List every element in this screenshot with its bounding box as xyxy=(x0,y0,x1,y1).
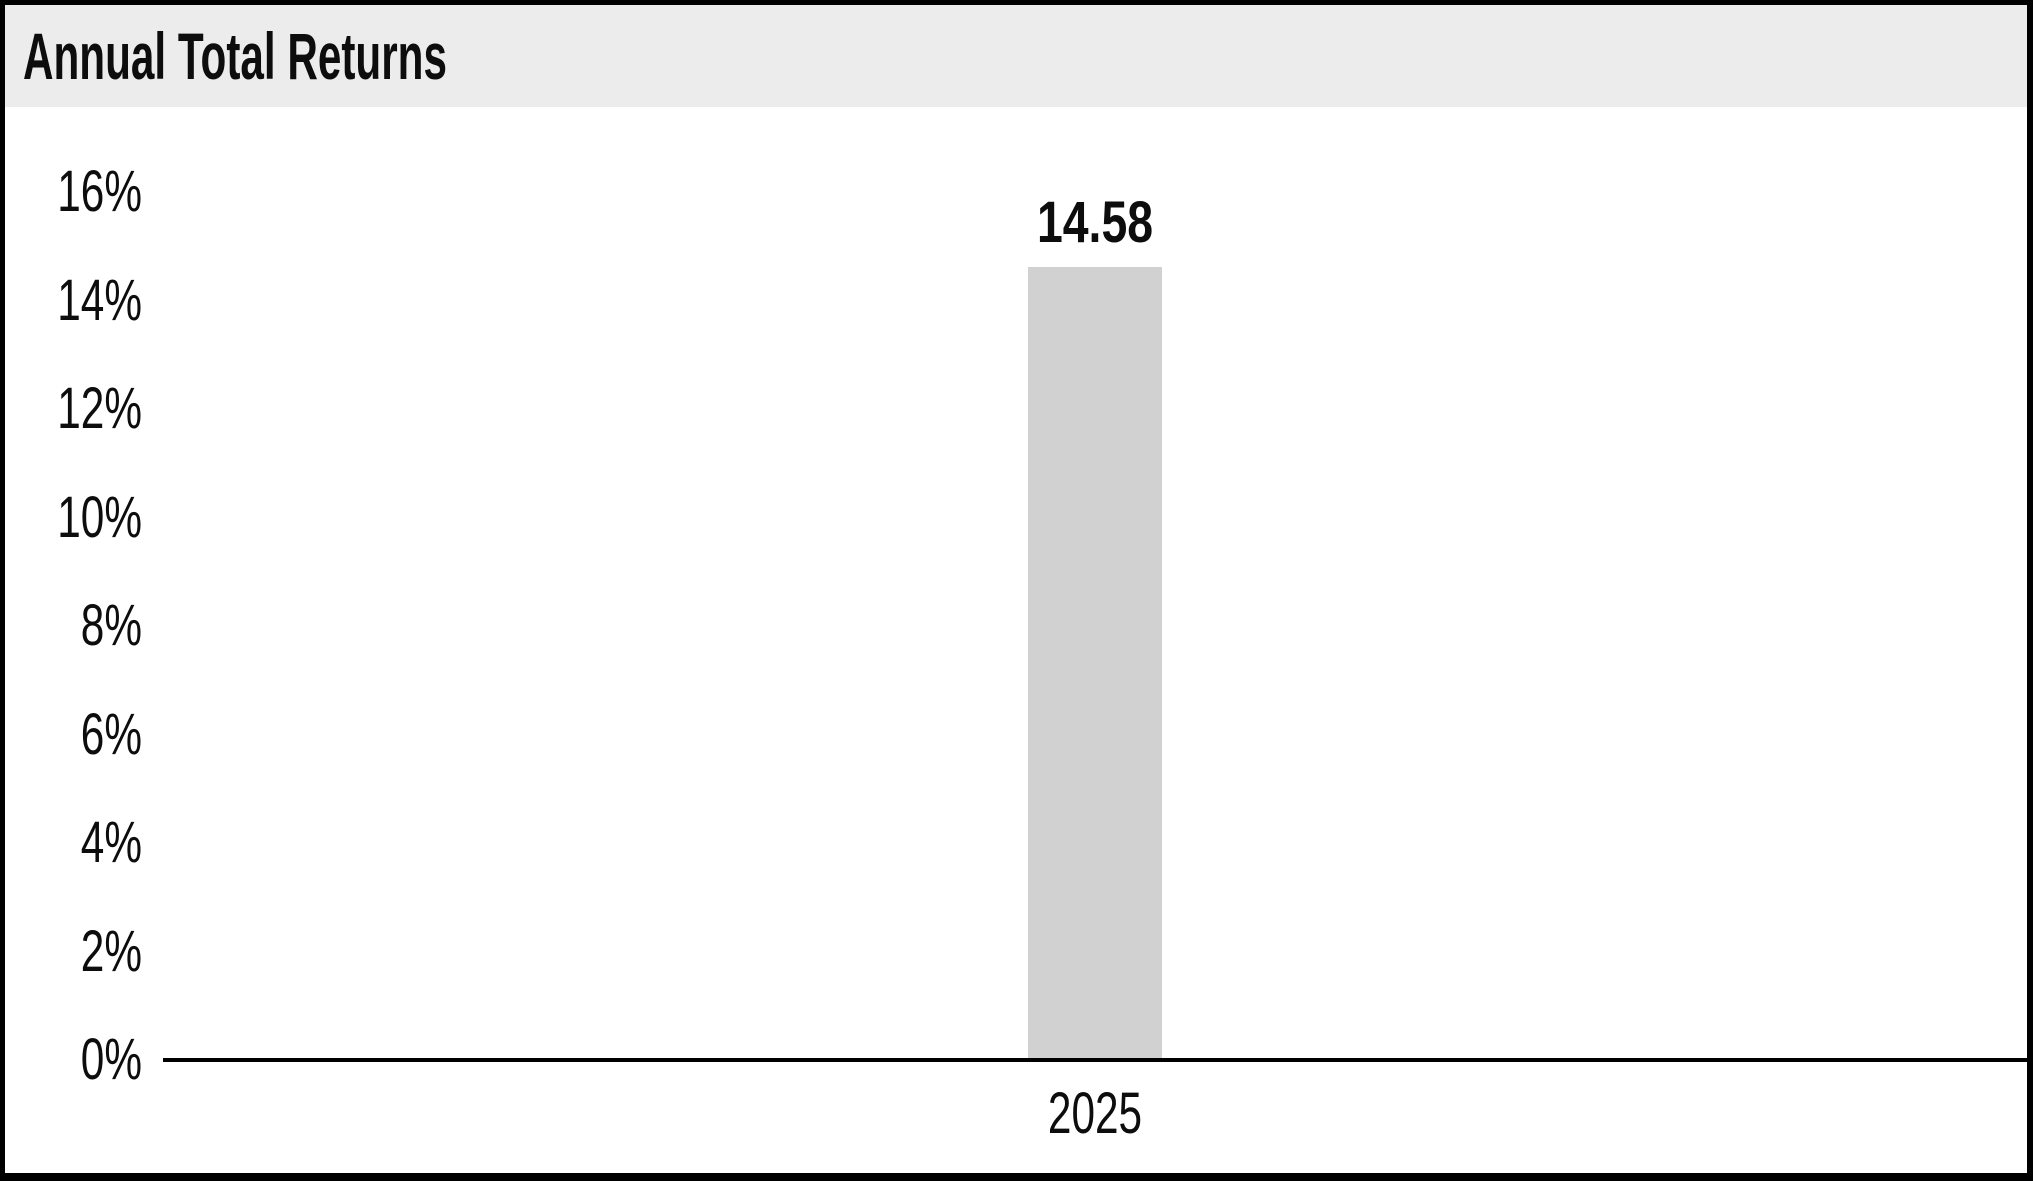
x-axis-line xyxy=(163,1058,2027,1062)
y-axis-tick-label: 0% xyxy=(80,1027,142,1092)
bar-value-label: 14.58 xyxy=(1036,190,1154,255)
y-axis-tick-label: 12% xyxy=(57,376,143,441)
y-axis-tick-label: 14% xyxy=(57,268,143,333)
y-axis-tick-label: 4% xyxy=(80,810,142,875)
chart-title: Annual Total Returns xyxy=(23,19,447,93)
y-axis-tick-label: 10% xyxy=(57,485,143,550)
x-axis-tick-label: 2025 xyxy=(1047,1081,1143,1146)
y-axis-tick-label: 6% xyxy=(80,702,142,767)
plot-area: 0% 2% 4% 6% 8% 10% 12% 14% 16% 14.58 2025 xyxy=(5,107,2027,1173)
y-axis-tick-label: 16% xyxy=(57,159,143,224)
bar-2025 xyxy=(1028,267,1162,1058)
chart-title-bar: Annual Total Returns xyxy=(5,5,2027,107)
y-axis-tick-label: 8% xyxy=(80,593,142,658)
y-axis-tick-label: 2% xyxy=(80,919,142,984)
